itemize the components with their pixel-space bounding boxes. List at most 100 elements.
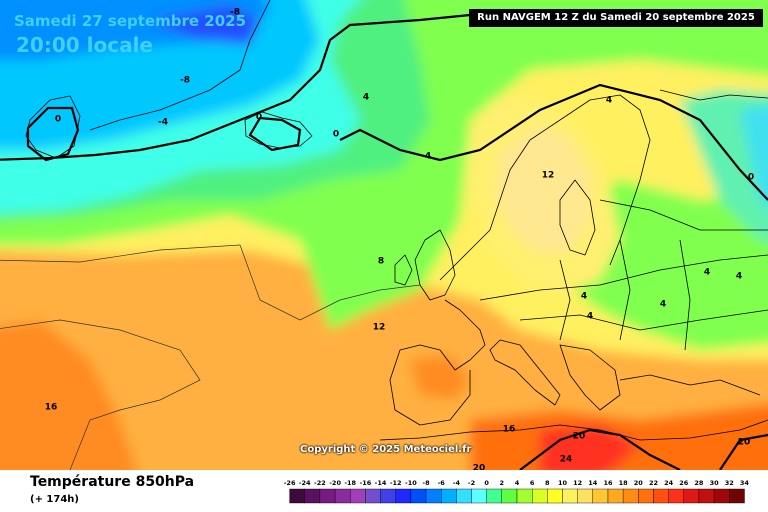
legend-swatch — [410, 488, 427, 504]
legend-swatch — [365, 488, 381, 504]
legend-tick-label: 20 — [634, 479, 644, 487]
isotherms-thin — [0, 244, 421, 470]
legend-tick-label: 24 — [664, 479, 674, 487]
legend-tick-label: 0 — [484, 479, 489, 487]
legend-swatch — [683, 488, 700, 504]
legend-swatch — [653, 488, 669, 504]
isotherm-label: 4 — [425, 152, 431, 162]
legend-tick-label: 26 — [679, 479, 689, 487]
isotherm-label: 8 — [378, 257, 384, 267]
legend-tick-label: 6 — [530, 479, 535, 487]
isotherm-label: 20 — [738, 438, 751, 448]
legend-tick-label: 18 — [619, 479, 629, 487]
legend-swatch — [471, 488, 487, 504]
legend-tick-label: -12 — [390, 479, 402, 487]
legend-swatch — [440, 488, 457, 504]
legend-swatch — [547, 488, 563, 504]
legend-swatch — [638, 488, 654, 504]
isotherm-20-east — [719, 433, 768, 470]
legend-swatch — [729, 488, 745, 504]
isotherm-label: 0 — [256, 113, 262, 123]
isotherm-20-africa — [519, 428, 681, 470]
isotherm-label: 4 — [606, 96, 612, 106]
legend-swatch — [698, 488, 715, 504]
legend-tick-label: 12 — [573, 479, 582, 487]
legend-tick-label: 8 — [545, 479, 550, 487]
isotherm-label: 4 — [581, 292, 587, 302]
isotherm-label: 4 — [363, 93, 369, 103]
legend-swatch — [668, 488, 685, 504]
legend-tick-label: 30 — [710, 479, 720, 487]
legend-tick-label: -18 — [344, 479, 356, 487]
legend-tick-label: 16 — [603, 479, 613, 487]
legend-tick-label: 4 — [515, 479, 520, 487]
isotherm-label: 20 — [573, 432, 586, 442]
legend-swatch — [562, 488, 578, 504]
legend-swatch — [289, 488, 305, 504]
legend-tick-label: 28 — [694, 479, 704, 487]
isotherm-0-greenland — [26, 106, 80, 162]
legend-tick-label: -6 — [438, 479, 446, 487]
legend-swatch — [622, 488, 639, 504]
coastlines — [25, 0, 768, 441]
legend-tick-label: 14 — [588, 479, 598, 487]
legend-swatch — [456, 488, 472, 504]
legend-tick-label: 22 — [649, 479, 658, 487]
isotherm-label: 12 — [373, 323, 386, 333]
legend-swatch — [334, 488, 351, 504]
isotherm-label: 16 — [45, 403, 58, 413]
legend-tick-label: -16 — [360, 479, 372, 487]
isotherm-label: 24 — [560, 455, 573, 465]
isotherm-label: 12 — [542, 171, 555, 181]
legend-swatch — [349, 488, 366, 504]
isotherm-0-west — [0, 13, 471, 161]
parameter-title: Température 850hPa — [30, 474, 195, 490]
forecast-time: 20:00 locale — [16, 33, 153, 57]
isotherm-label: 20 — [473, 464, 486, 471]
legend-swatch — [380, 488, 396, 504]
forecast-date: Samedi 27 septembre 2025 — [14, 12, 247, 30]
isotherm-label: -8 — [230, 8, 240, 18]
model-run-banner: Run NAVGEM 12 Z du Samedi 20 septembre 2… — [469, 9, 763, 27]
isotherm-label: 4 — [704, 268, 710, 278]
legend-tick-label: -22 — [314, 479, 326, 487]
color-scale-legend: -26 -24 -22 -20 -18 -16 -14 -12 -10 -8 -6 -4 -2 0 2 4 6 8… — [284, 479, 750, 504]
legend-swatch — [486, 488, 503, 504]
legend-tick-label: 34 — [740, 479, 750, 487]
legend-swatch — [592, 488, 609, 504]
isotherm-0-iceland — [248, 116, 302, 152]
isotherm-label: 4 — [736, 272, 742, 282]
legend-swatch — [425, 488, 442, 504]
legend-tick-label: -26 — [284, 479, 296, 487]
legend-tick-label: -2 — [468, 479, 475, 487]
isotherm-label: 0 — [55, 115, 61, 125]
isotherm-label: 4 — [660, 300, 666, 310]
legend-swatch — [304, 488, 321, 504]
legend-swatch — [395, 488, 412, 504]
isotherm-0-north — [339, 83, 768, 201]
legend-tick-label: -14 — [375, 479, 387, 487]
legend-tick-label: -8 — [422, 479, 430, 487]
legend-tick-label: -10 — [405, 479, 417, 487]
legend-tick-label: -24 — [299, 479, 311, 487]
legend-tick-label: 2 — [500, 479, 505, 487]
isotherm-label: -4 — [158, 118, 168, 128]
isotherm-label: 4 — [587, 312, 593, 322]
legend-swatch — [501, 488, 518, 504]
lead-time: (+ 174h) — [30, 494, 79, 505]
isotherm-label: -8 — [180, 76, 190, 86]
legend-tick-label: -20 — [329, 479, 341, 487]
legend-tick-label: 32 — [725, 479, 734, 487]
temperature-fill — [0, 0, 768, 470]
isotherm-label: 0 — [748, 173, 754, 183]
legend-swatch — [713, 488, 730, 504]
isotherms — [0, 13, 768, 470]
legend-tick-label: 10 — [558, 479, 568, 487]
legend-swatch — [516, 488, 533, 504]
legend-swatch — [319, 488, 336, 504]
copyright-text: Copyright © 2025 Meteociel.fr — [300, 444, 472, 455]
legend-tick-label: -4 — [453, 479, 461, 487]
